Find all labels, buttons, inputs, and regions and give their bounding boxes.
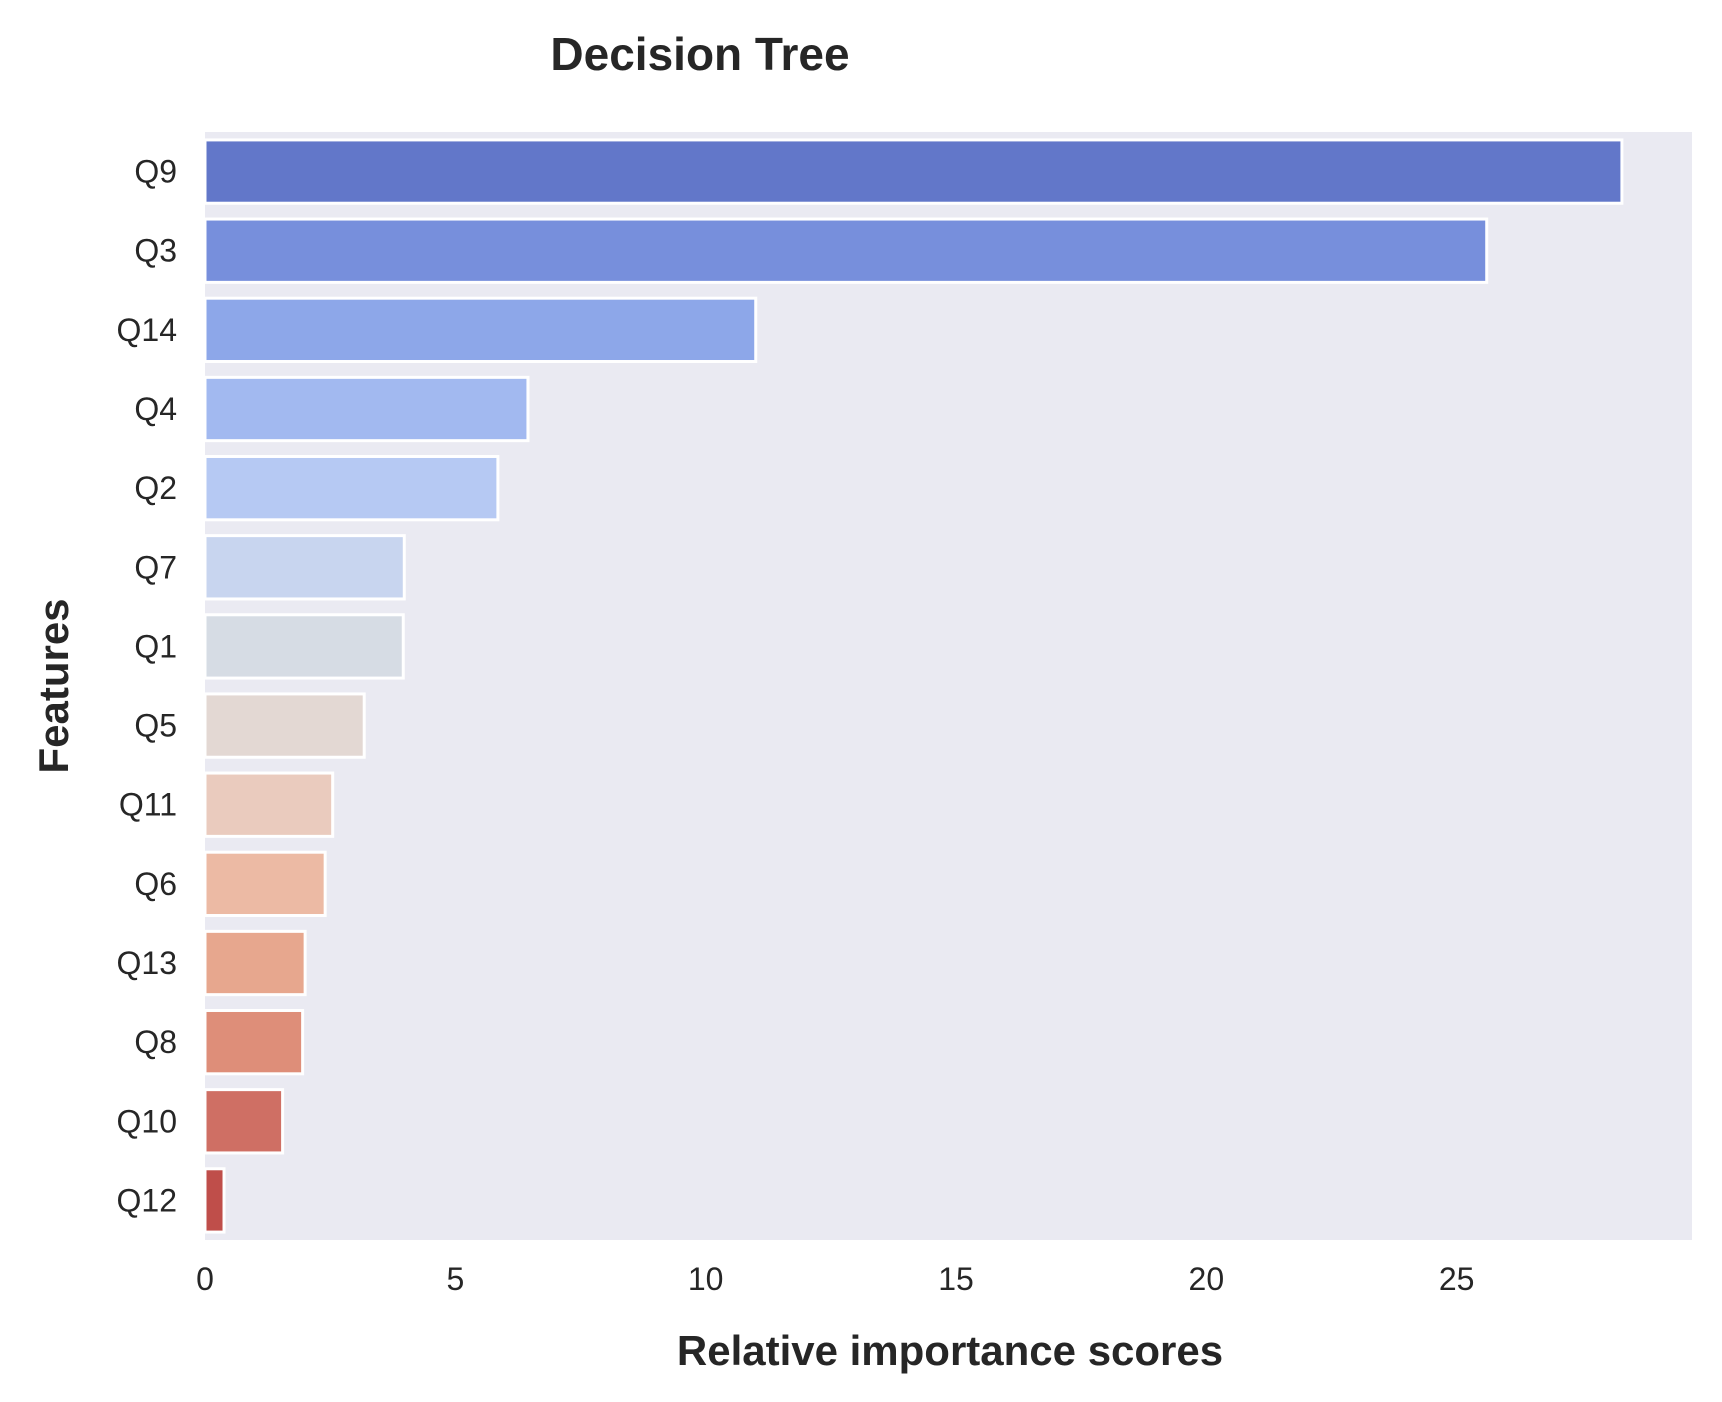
x-tick-label: 5: [446, 1261, 464, 1297]
bar-q11: [203, 771, 335, 838]
y-tick-label: Q10: [117, 1103, 177, 1139]
bars: [203, 138, 1624, 1234]
bar-q14: [203, 296, 758, 364]
x-axis-label: Relative importance scores: [677, 1327, 1223, 1374]
x-tick-label: 0: [196, 1261, 214, 1297]
y-tick-label: Q7: [134, 549, 177, 585]
y-tick-label: Q1: [134, 628, 177, 664]
y-tick-label: Q4: [134, 391, 177, 427]
bar-q13: [203, 929, 307, 997]
chart-title: Decision Tree: [550, 28, 849, 80]
y-tick-label: Q3: [134, 233, 177, 269]
y-tick-label: Q12: [117, 1182, 177, 1218]
bar-q4: [203, 375, 530, 443]
bar-q3: [203, 217, 1489, 284]
y-axis-label: Features: [30, 598, 77, 773]
x-tick-label: 15: [938, 1261, 974, 1297]
x-tick-label: 10: [688, 1261, 724, 1297]
y-tick-label: Q6: [134, 866, 177, 902]
bar-q2: [203, 454, 500, 522]
y-tick-label: Q9: [134, 154, 177, 190]
bar-q10: [203, 1088, 285, 1155]
x-tick-label: 25: [1439, 1261, 1475, 1297]
y-tick-label: Q11: [119, 787, 177, 823]
y-tick-label: Q8: [134, 1024, 177, 1060]
bar-q12: [203, 1167, 226, 1234]
bar-q7: [203, 534, 406, 601]
bar-q5: [203, 692, 366, 759]
bar-q1: [203, 613, 405, 680]
bar-q9: [203, 138, 1624, 205]
y-tick-labels: Q9 Q3 Q14 Q4 Q2 Q7 Q1 Q5 Q11 Q6 Q13 Q8 Q10 Q12: [117, 154, 177, 1219]
y-tick-label: Q14: [117, 312, 177, 348]
bar-q8: [203, 1008, 305, 1076]
bar-q6: [203, 850, 327, 918]
y-tick-label: Q5: [134, 708, 177, 744]
x-tick-labels: 0 5 10 15 20 25: [196, 1261, 1474, 1297]
x-tick-label: 20: [1189, 1261, 1225, 1297]
y-tick-label: Q13: [117, 945, 177, 981]
y-tick-label: Q2: [134, 470, 177, 506]
